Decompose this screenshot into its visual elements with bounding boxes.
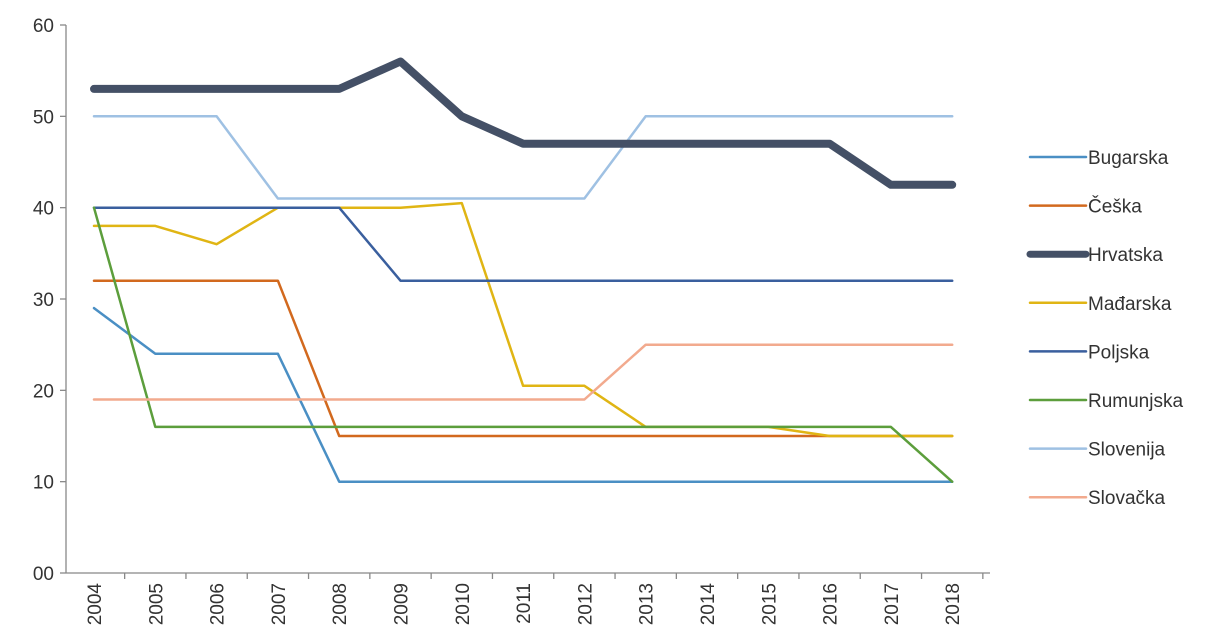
x-tick-label: 2013 [637,583,658,625]
legend: Bugarska Češka Hrvatska Mađarska Poljska Rumu… [1026,148,1183,509]
legend-entry: Rumunjska [1028,391,1183,412]
x-axis-ticks: 2004 2005 2006 2007 2008 2009 2010 2011 2012 2013… [85,573,984,626]
legend-entry: Slovenija [1028,440,1166,461]
series-line-rumunjska [92,206,954,483]
x-tick-label: 2007 [269,583,290,625]
legend-entry: Slovačka [1028,488,1166,509]
series-line-češka [92,279,954,438]
x-tick-label: 2005 [146,583,167,625]
legend-label: Poljska [1088,342,1150,363]
x-tick-label: 2017 [882,583,903,625]
series-lines [90,57,957,483]
x-tick-label: 2012 [575,583,596,625]
x-tick-label: 2004 [85,583,106,626]
y-tick-label: 40 [33,199,54,220]
legend-label: Češka [1088,196,1142,218]
x-tick-label: 2006 [208,583,229,625]
x-tick-label: 2010 [453,583,474,625]
y-tick-label: 50 [33,107,54,128]
y-tick-label: 30 [33,290,54,311]
y-tick-label: 10 [33,473,54,494]
series-line-poljska [92,206,954,282]
x-tick-label: 2011 [514,583,535,624]
y-axis-ticks: 00 10 20 30 40 50 60 [33,16,66,585]
x-tick-label: 2008 [330,583,351,625]
legend-entry: Bugarska [1028,148,1169,169]
legend-entry: Mađarska [1028,294,1172,315]
legend-label: Mađarska [1088,294,1172,315]
x-tick-label: 2015 [759,583,780,625]
axes [65,25,990,574]
legend-label: Hrvatska [1088,245,1163,266]
y-tick-label: 00 [33,564,54,585]
y-tick-label: 60 [33,16,54,37]
series-line-mađarska [92,201,954,438]
legend-entry: Poljska [1028,342,1150,363]
legend-label: Slovačka [1088,488,1166,509]
x-tick-label: 2009 [392,583,413,625]
x-tick-label: 2016 [821,583,842,625]
series-line-hrvatska [90,57,957,189]
legend-label: Slovenija [1088,440,1166,461]
y-tick-label: 20 [33,381,54,402]
legend-entry: Hrvatska [1026,245,1163,266]
legend-label: Rumunjska [1088,391,1183,412]
legend-label: Bugarska [1088,148,1169,169]
x-tick-label: 2014 [698,583,719,626]
series-line-slovačka [92,343,954,401]
series-line-bugarska [92,306,954,483]
series-line-slovenija [92,115,954,200]
x-tick-label: 2018 [943,583,964,625]
legend-entry: Češka [1028,196,1142,218]
